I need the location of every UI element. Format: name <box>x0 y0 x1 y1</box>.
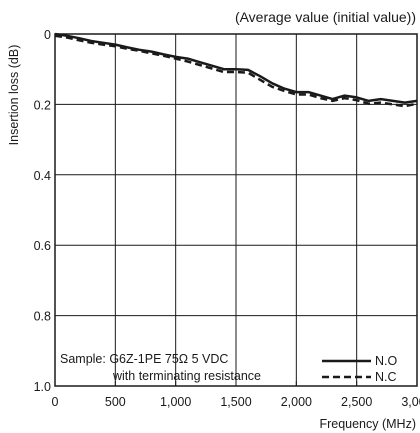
x-axis-label: Frequency (MHz) <box>319 417 416 431</box>
y-tick-label: 0.2 <box>34 98 51 112</box>
x-tick-label: 2,500 <box>341 395 372 409</box>
x-tick-label: 0 <box>52 395 59 409</box>
tick-labels: 0 500 1,000 1,500 2,000 2,500 3,000 0 0.2 0.4 0.6 0… <box>34 28 420 409</box>
x-tick-label: 1,500 <box>220 395 251 409</box>
annotation-line-1: Sample: G6Z-1PE 75Ω 5 VDC <box>60 352 228 366</box>
x-tick-label: 2,000 <box>281 395 312 409</box>
chart-title: (Average value (initial value)) <box>235 9 416 25</box>
annotation-line-2: with terminating resistance <box>112 369 261 383</box>
legend-label: N.O <box>375 354 398 368</box>
y-tick-label: 1.0 <box>34 380 51 394</box>
plot-frame <box>54 33 418 387</box>
x-tick-label: 1,000 <box>160 395 191 409</box>
x-tick-label: 3,000 <box>401 395 420 409</box>
legend: N.O N.C <box>322 354 398 384</box>
y-tick-label: 0 <box>44 28 51 42</box>
legend-label: N.C <box>375 370 397 384</box>
grid <box>54 34 418 386</box>
sample-annotation: Sample: G6Z-1PE 75Ω 5 VDC with terminati… <box>60 352 261 383</box>
y-tick-label: 0.6 <box>34 239 51 253</box>
y-axis-label: Insertion loss (dB) <box>7 45 21 146</box>
series-line-n-o <box>54 32 418 104</box>
x-tick-label: 500 <box>105 395 126 409</box>
y-tick-label: 0.8 <box>34 310 51 324</box>
series-lines <box>54 32 418 108</box>
y-tick-label: 0.4 <box>34 169 51 183</box>
series-line-n-c <box>54 34 418 108</box>
